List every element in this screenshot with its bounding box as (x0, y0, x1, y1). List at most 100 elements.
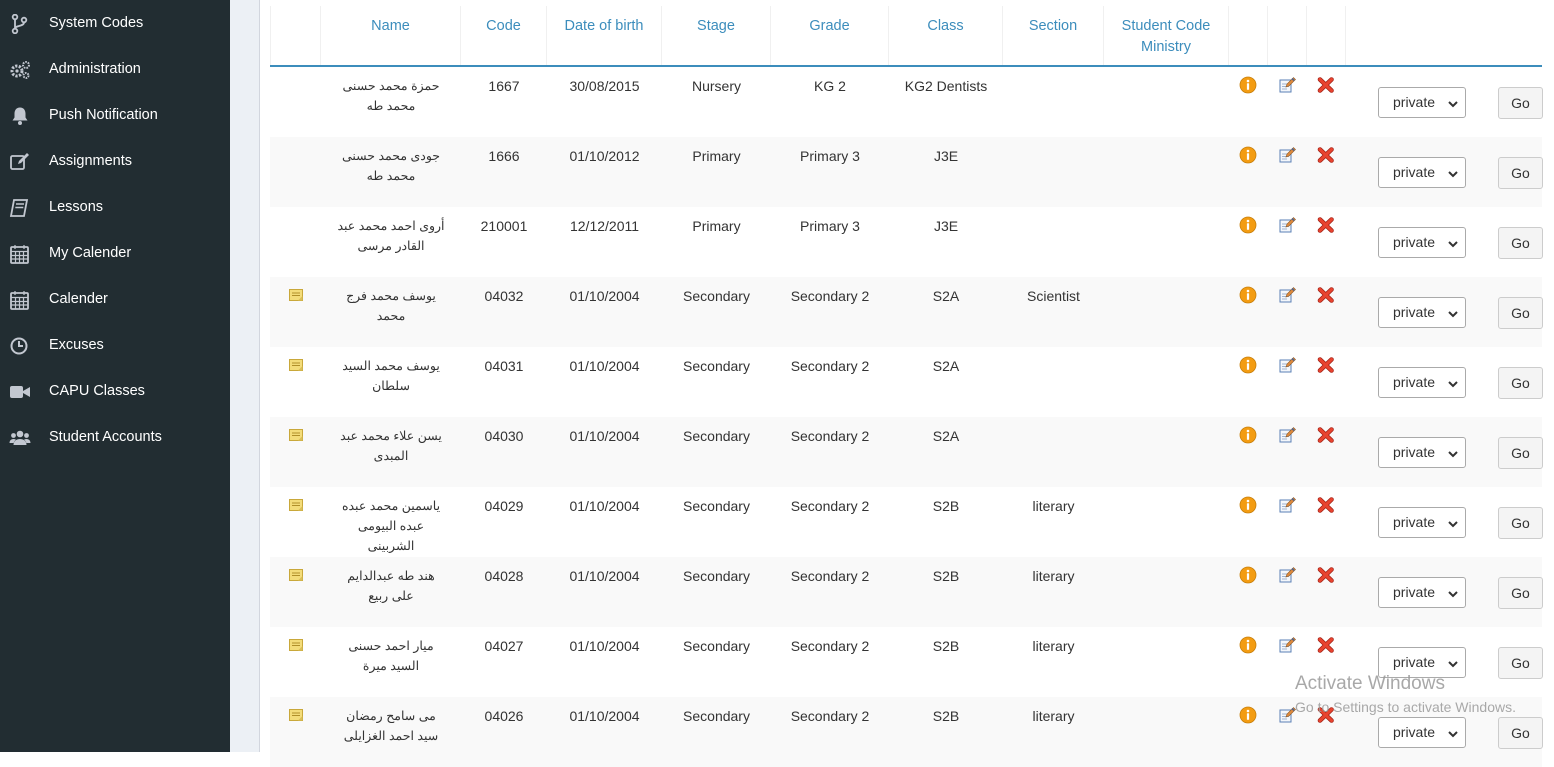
account-type-select[interactable]: private (1378, 577, 1466, 608)
go-button[interactable]: Go (1498, 297, 1543, 329)
cell-stage: Primary (692, 148, 741, 164)
delete-icon[interactable] (1317, 286, 1335, 304)
account-type-select[interactable]: private (1378, 87, 1466, 118)
edit-icon[interactable] (1278, 566, 1296, 584)
cell-date-of-birth: 01/10/2004 (569, 708, 640, 724)
account-type-select[interactable]: private (1378, 437, 1466, 468)
info-icon[interactable] (1239, 146, 1257, 164)
account-type-select[interactable]: private (1378, 647, 1466, 678)
header-student-code-ministry[interactable]: Student Code Ministry (1104, 6, 1229, 65)
sidebar-item-assignments[interactable]: Assignments (0, 138, 230, 184)
delete-icon[interactable] (1317, 356, 1335, 374)
sidebar-item-excuses[interactable]: Excuses (0, 322, 230, 368)
edit-icon[interactable] (1278, 286, 1296, 304)
account-type-select[interactable]: private (1378, 227, 1466, 258)
account-type-select[interactable]: private (1378, 157, 1466, 188)
header-grade[interactable]: Grade (771, 6, 889, 65)
edit-icon[interactable] (1278, 496, 1296, 514)
account-type-select[interactable]: private (1378, 507, 1466, 538)
delete-icon[interactable] (1317, 216, 1335, 234)
note-icon[interactable] (289, 499, 303, 513)
account-type-select[interactable]: private (1378, 717, 1466, 748)
sidebar-item-my-calender[interactable]: My Calender (0, 230, 230, 276)
chevron-down-icon (1447, 447, 1459, 459)
header-section[interactable]: Section (1003, 6, 1104, 65)
table-row: يسن علاء محمد عبد المبدى 04030 01/10/2004 S… (270, 417, 1543, 487)
cell-class: S2A (932, 428, 960, 444)
delete-icon[interactable] (1317, 76, 1335, 94)
delete-icon[interactable] (1317, 146, 1335, 164)
go-button[interactable]: Go (1498, 507, 1543, 539)
note-icon[interactable] (289, 429, 303, 443)
bell-icon (9, 106, 31, 126)
header-date-of-birth[interactable]: Date of birth (547, 6, 662, 65)
go-button[interactable]: Go (1498, 437, 1543, 469)
sidebar-item-system-codes[interactable]: System Codes (0, 0, 230, 46)
delete-icon[interactable] (1317, 636, 1335, 654)
go-button[interactable]: Go (1498, 227, 1543, 259)
table-row: يوسف محمد السيد سلطان 04031 01/10/2004 Seco… (270, 347, 1543, 417)
go-button[interactable]: Go (1498, 87, 1543, 119)
info-icon[interactable] (1239, 286, 1257, 304)
edit-icon[interactable] (1278, 706, 1296, 724)
note-icon[interactable] (289, 359, 303, 373)
go-button[interactable]: Go (1498, 367, 1543, 399)
cell-grade: Secondary 2 (790, 498, 870, 514)
info-icon[interactable] (1239, 636, 1257, 654)
delete-icon[interactable] (1317, 496, 1335, 514)
edit-icon[interactable] (1278, 426, 1296, 444)
cell-class: S2B (932, 498, 960, 514)
info-icon[interactable] (1239, 706, 1257, 724)
edit-icon[interactable] (1278, 356, 1296, 374)
info-icon[interactable] (1239, 566, 1257, 584)
go-button[interactable]: Go (1498, 717, 1543, 749)
edit-icon[interactable] (1278, 636, 1296, 654)
header-code[interactable]: Code (461, 6, 547, 65)
sidebar-item-student-accounts[interactable]: Student Accounts (0, 414, 230, 460)
sidebar-item-label: Push Notification (49, 107, 158, 123)
cell-grade: Secondary 2 (790, 708, 870, 724)
header-name[interactable]: Name (321, 6, 461, 65)
sidebar-item-push-notification[interactable]: Push Notification (0, 92, 230, 138)
calendar-icon (9, 290, 31, 310)
info-icon[interactable] (1239, 76, 1257, 94)
delete-icon[interactable] (1317, 426, 1335, 444)
calendar-icon (9, 244, 31, 264)
info-icon[interactable] (1239, 426, 1257, 444)
note-icon[interactable] (289, 289, 303, 303)
edit-icon[interactable] (1278, 76, 1296, 94)
cell-student-code-ministry (1104, 67, 1229, 76)
info-icon[interactable] (1239, 356, 1257, 374)
edit-icon[interactable] (1278, 216, 1296, 234)
account-type-select[interactable]: private (1378, 367, 1466, 398)
sidebar-item-capu-classes[interactable]: CAPU Classes (0, 368, 230, 414)
account-type-select[interactable]: private (1378, 297, 1466, 328)
chevron-down-icon (1447, 727, 1459, 739)
chevron-down-icon (1447, 167, 1459, 179)
table-row: جودى محمد حسنى محمد طه 1666 01/10/2012 Prim… (270, 137, 1543, 207)
table-row: أروى احمد محمد عبد القادر مرسى 210001 12/1… (270, 207, 1543, 277)
sidebar-item-lessons[interactable]: Lessons (0, 184, 230, 230)
header-stage[interactable]: Stage (662, 6, 771, 65)
delete-icon[interactable] (1317, 706, 1335, 724)
header-class[interactable]: Class (889, 6, 1003, 65)
edit-icon[interactable] (1278, 146, 1296, 164)
book-icon (9, 198, 31, 218)
sidebar-item-administration[interactable]: Administration (0, 46, 230, 92)
go-button[interactable]: Go (1498, 577, 1543, 609)
sidebar-item-calender[interactable]: Calender (0, 276, 230, 322)
note-icon[interactable] (289, 639, 303, 653)
info-icon[interactable] (1239, 216, 1257, 234)
cell-date-of-birth: 30/08/2015 (569, 78, 640, 94)
cell-code: 04030 (484, 428, 524, 444)
delete-icon[interactable] (1317, 566, 1335, 584)
note-icon[interactable] (289, 569, 303, 583)
go-button[interactable]: Go (1498, 157, 1543, 189)
go-button[interactable]: Go (1498, 647, 1543, 679)
cell-stage: Nursery (691, 78, 741, 94)
cell-date-of-birth: 01/10/2004 (569, 638, 640, 654)
info-icon[interactable] (1239, 496, 1257, 514)
cogs-icon (9, 60, 31, 80)
table-row: مى سامح رمضان سيد احمد الغزايلى 04026 01/1… (270, 697, 1543, 767)
note-icon[interactable] (289, 709, 303, 723)
